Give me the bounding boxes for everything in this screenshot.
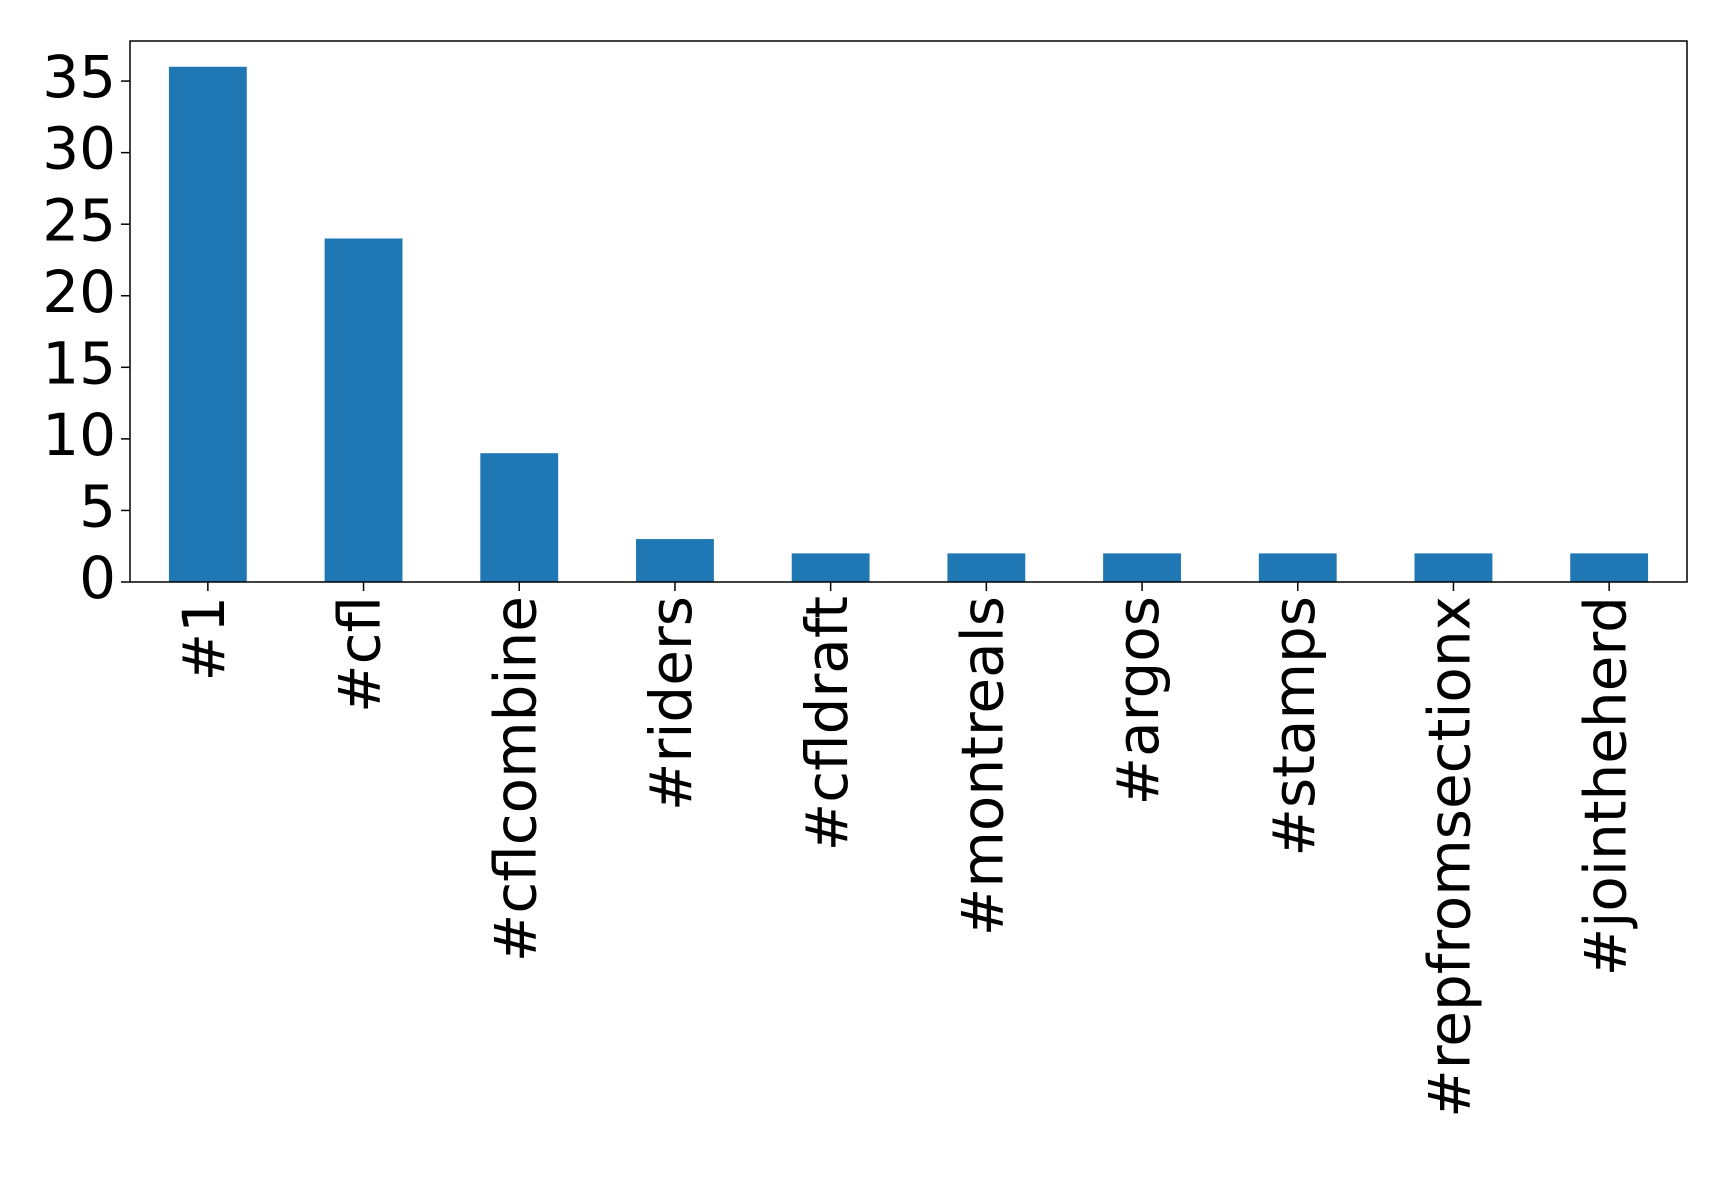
x-tick-label: #cfldraft: [793, 596, 861, 851]
y-tick-label: 25: [42, 186, 116, 254]
bar: [1570, 553, 1649, 582]
x-tick-label: #riders: [637, 596, 705, 811]
x-tick-label: #repfromsectionx: [1416, 596, 1484, 1118]
x-tick-label: #cfl: [326, 596, 394, 713]
bar: [1414, 553, 1493, 582]
bar: [636, 539, 714, 582]
bar: [947, 553, 1026, 582]
y-tick-label: 20: [42, 258, 116, 326]
x-tick-label: #jointheherd: [1571, 596, 1639, 976]
y-tick-label: 15: [42, 329, 116, 397]
y-tick-label: 0: [79, 544, 116, 612]
bar: [1103, 553, 1181, 582]
y-tick-label: 5: [79, 473, 116, 541]
bar: [791, 553, 870, 582]
x-tick-label: #stamps: [1260, 596, 1328, 857]
y-tick-label: 35: [42, 43, 116, 111]
y-tick-label: 10: [42, 401, 116, 469]
bar: [168, 66, 247, 582]
y-tick-label: 30: [42, 115, 116, 183]
bar: [1258, 553, 1337, 582]
plot-frame: [129, 40, 1688, 583]
bar: [324, 238, 403, 582]
x-tick-label: #montreals: [948, 596, 1016, 936]
bar: [480, 453, 559, 582]
x-tick-label: #argos: [1104, 596, 1172, 806]
x-tick-label: #1: [170, 596, 238, 682]
x-tick-label: #cflcombine: [481, 596, 549, 962]
